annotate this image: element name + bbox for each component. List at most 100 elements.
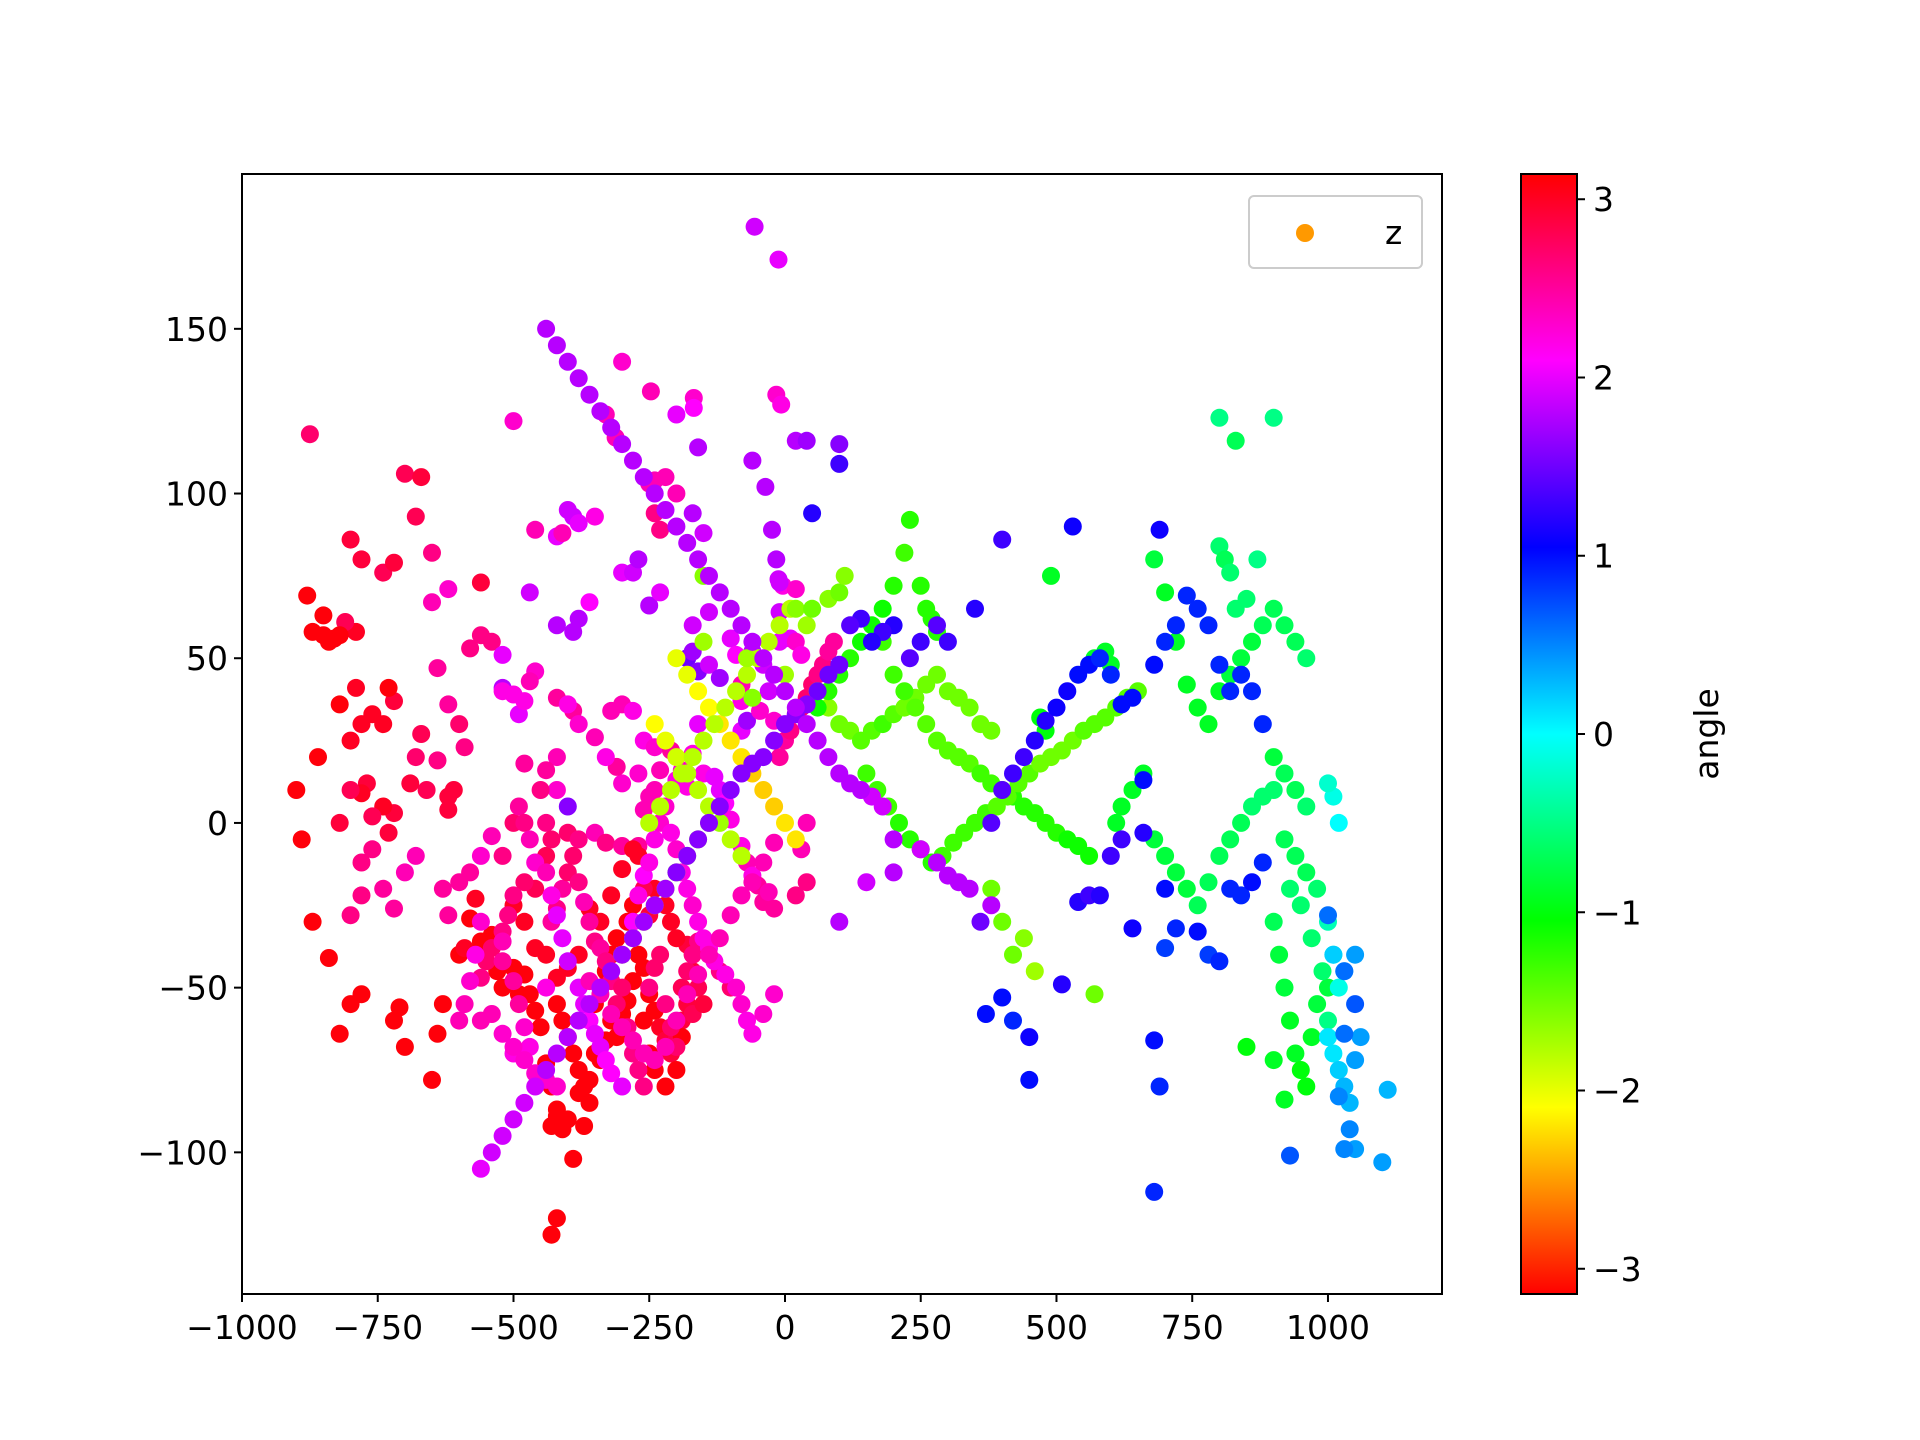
scatter-point bbox=[433, 995, 452, 1014]
scatter-point bbox=[461, 972, 480, 991]
scatter-point bbox=[341, 906, 360, 925]
scatter-point bbox=[379, 678, 398, 697]
scatter-point bbox=[960, 879, 979, 898]
scatter-point bbox=[624, 929, 642, 948]
scatter-point bbox=[1275, 978, 1294, 997]
scatter-point bbox=[830, 912, 849, 931]
scatter-point bbox=[537, 761, 556, 780]
scatter-point bbox=[1210, 408, 1229, 427]
scatter-point bbox=[406, 507, 425, 526]
scatter-point bbox=[667, 405, 686, 424]
scatter-point bbox=[1145, 550, 1164, 569]
scatter-point bbox=[700, 655, 718, 674]
scatter-point bbox=[672, 764, 691, 783]
scatter-point bbox=[515, 813, 534, 832]
scatter-point bbox=[1275, 764, 1294, 783]
scatter-point bbox=[1286, 1044, 1305, 1063]
scatter-point bbox=[428, 751, 447, 770]
scatter-point bbox=[786, 830, 805, 849]
scatter-point bbox=[1297, 649, 1316, 668]
colorbar-tick-label: −2 bbox=[1593, 1072, 1642, 1111]
scatter-point bbox=[640, 596, 659, 615]
scatter-point bbox=[564, 846, 583, 865]
scatter-point bbox=[1210, 655, 1229, 674]
scatter-point bbox=[689, 830, 708, 849]
scatter-point bbox=[721, 731, 740, 750]
scatter-point bbox=[542, 886, 561, 905]
scatter-point bbox=[662, 781, 680, 799]
scatter-point bbox=[738, 711, 756, 730]
scatter-point bbox=[667, 748, 686, 767]
scatter-point bbox=[569, 715, 588, 734]
scatter-point bbox=[765, 797, 784, 816]
scatter-point bbox=[689, 550, 708, 569]
scatter-point bbox=[629, 1061, 648, 1079]
scatter-point bbox=[537, 813, 556, 832]
scatter-point bbox=[993, 988, 1012, 1007]
scatter-point bbox=[520, 830, 539, 849]
scatter-point bbox=[1156, 632, 1175, 651]
scatter-point bbox=[1264, 912, 1283, 931]
scatter-point bbox=[303, 622, 322, 641]
scatter-point bbox=[645, 830, 664, 849]
scatter-point bbox=[694, 995, 713, 1014]
x-axis: −1000 −750 −500 −250 0 250 500 750 1000 bbox=[186, 1294, 1370, 1347]
scatter-point bbox=[982, 721, 1001, 740]
scatter-point bbox=[727, 978, 746, 997]
scatter-point bbox=[770, 748, 789, 767]
x-tick-label: 500 bbox=[1025, 1308, 1088, 1347]
scatter-point bbox=[613, 435, 632, 454]
scatter-point bbox=[1297, 1077, 1316, 1096]
scatter-point bbox=[1319, 1011, 1337, 1030]
colorbar-tick-label: −3 bbox=[1593, 1250, 1642, 1289]
scatter-point bbox=[602, 962, 621, 981]
scatter-point bbox=[786, 580, 805, 599]
scatter-point bbox=[461, 863, 480, 882]
scatter-point bbox=[569, 1011, 588, 1030]
scatter-point bbox=[721, 830, 740, 849]
scatter-point bbox=[602, 418, 621, 437]
scatter-point bbox=[1123, 688, 1142, 707]
scatter-point bbox=[504, 886, 523, 905]
scatter-point bbox=[1226, 431, 1245, 450]
scatter-point bbox=[1199, 715, 1218, 734]
scatter-point bbox=[645, 1051, 664, 1070]
scatter-point bbox=[1297, 863, 1316, 882]
scatter-point bbox=[906, 698, 925, 717]
scatter-point bbox=[526, 520, 545, 539]
scatter-point bbox=[569, 830, 588, 849]
scatter-point bbox=[830, 764, 849, 783]
scatter-point bbox=[482, 827, 501, 846]
scatter-point bbox=[754, 649, 773, 668]
scatter-point bbox=[645, 715, 664, 734]
scatter-point bbox=[613, 978, 632, 997]
scatter-point bbox=[439, 906, 458, 925]
scatter-point bbox=[602, 1005, 621, 1023]
scatter-point bbox=[700, 813, 718, 832]
scatter-point bbox=[1313, 962, 1332, 981]
scatter-point bbox=[374, 879, 393, 898]
scatter-point bbox=[1302, 1028, 1321, 1047]
scatter-point bbox=[1063, 517, 1082, 536]
scatter-point bbox=[558, 1028, 577, 1047]
scatter-point bbox=[428, 659, 447, 678]
scatter-point bbox=[520, 583, 539, 602]
scatter-point bbox=[352, 886, 371, 905]
scatter-point bbox=[1123, 919, 1142, 938]
scatter-point bbox=[656, 501, 675, 519]
scatter-point bbox=[1145, 655, 1164, 674]
scatter-point bbox=[754, 853, 773, 872]
scatter-point bbox=[678, 879, 697, 898]
scatter-point bbox=[640, 978, 659, 997]
scatter-point bbox=[1264, 408, 1283, 427]
scatter-point bbox=[493, 846, 512, 865]
scatter-point bbox=[857, 873, 876, 892]
scatter-point bbox=[651, 583, 670, 602]
scatter-point bbox=[819, 665, 838, 684]
scatter-point bbox=[395, 464, 414, 483]
scatter-point bbox=[765, 899, 784, 918]
scatter-point bbox=[667, 649, 686, 668]
scatter-point bbox=[895, 682, 914, 701]
scatter-point bbox=[911, 576, 930, 595]
scatter-point bbox=[1166, 919, 1185, 938]
